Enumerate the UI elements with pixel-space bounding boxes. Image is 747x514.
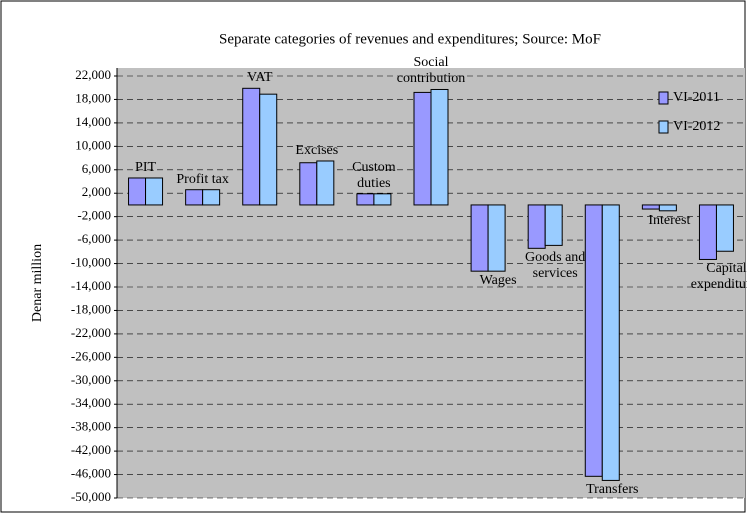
y-tick-label: -14,000 xyxy=(71,278,111,293)
bar xyxy=(470,204,489,272)
y-tick-label: 10,000 xyxy=(75,137,111,152)
category-label: Capital expenditures xyxy=(690,261,747,293)
category-label: Profit tax xyxy=(176,171,229,187)
legend-label: VI-2011 xyxy=(673,90,720,105)
y-tick-label: -22,000 xyxy=(71,325,111,340)
bar xyxy=(641,204,660,210)
y-tick-label: -50,000 xyxy=(71,489,111,504)
category-label: PIT xyxy=(135,159,157,175)
y-tick-label: -42,000 xyxy=(71,442,111,457)
bar xyxy=(259,93,278,206)
category-label: Interest xyxy=(648,212,691,228)
bar xyxy=(527,204,546,249)
y-tick-label: 18,000 xyxy=(75,90,111,105)
bar xyxy=(715,204,734,252)
y-tick-label: 2,000 xyxy=(82,184,111,199)
y-tick-label: 6,000 xyxy=(82,161,111,176)
bar xyxy=(544,204,563,246)
y-tick-label: -2,000 xyxy=(77,208,111,223)
legend-swatch xyxy=(658,120,669,134)
legend-swatch xyxy=(658,91,669,105)
chart-title: Separate categories of revenues and expe… xyxy=(219,31,601,47)
category-label: Goods and services xyxy=(525,250,586,282)
bar xyxy=(316,160,335,206)
bar xyxy=(413,91,432,206)
legend-label: VI-2012 xyxy=(673,119,720,134)
y-tick-label: -38,000 xyxy=(71,419,111,434)
bar xyxy=(128,177,147,206)
category-label: Wages xyxy=(479,273,517,289)
bar xyxy=(584,204,603,477)
category-label: Transfers xyxy=(586,482,639,498)
y-tick-label: 22,000 xyxy=(75,67,111,82)
bar xyxy=(356,193,375,206)
y-tick-label: -18,000 xyxy=(71,301,111,316)
category-label: VAT xyxy=(247,70,273,86)
bar xyxy=(601,204,620,481)
bar xyxy=(373,193,392,206)
bar xyxy=(202,189,221,206)
bar xyxy=(145,177,164,206)
y-tick-label: -46,000 xyxy=(71,466,111,481)
category-label: Custom duties xyxy=(352,159,396,191)
y-tick-label: -10,000 xyxy=(71,255,111,270)
y-tick-label: -30,000 xyxy=(71,372,111,387)
bar xyxy=(430,88,449,206)
bar xyxy=(242,87,261,206)
bar xyxy=(185,189,204,206)
bar xyxy=(487,204,506,272)
bar xyxy=(658,204,677,212)
y-tick-label: 14,000 xyxy=(75,114,111,129)
category-label: Social contribution xyxy=(396,55,466,87)
y-axis-label: Denar million xyxy=(30,244,45,322)
y-tick-label: -6,000 xyxy=(77,231,111,246)
y-tick-label: -26,000 xyxy=(71,348,111,363)
bar xyxy=(698,204,717,260)
y-tick-label: -34,000 xyxy=(71,395,111,410)
bar xyxy=(299,162,318,206)
category-label: Excises xyxy=(295,142,339,158)
